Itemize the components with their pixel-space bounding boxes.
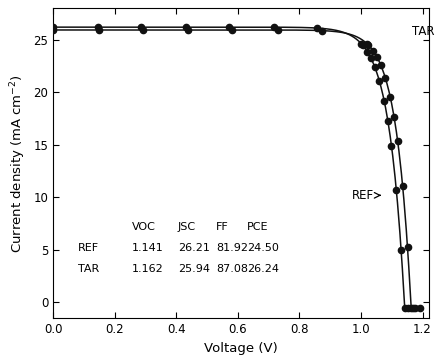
Text: TAR: TAR	[78, 264, 99, 274]
Text: PCE: PCE	[247, 222, 269, 232]
Text: 26.24: 26.24	[247, 264, 279, 274]
Text: 1.162: 1.162	[132, 264, 163, 274]
Y-axis label: Current density (mA cm$^{-2}$): Current density (mA cm$^{-2}$)	[8, 74, 28, 253]
Text: JSC: JSC	[178, 222, 196, 232]
Text: 87.08: 87.08	[216, 264, 248, 274]
Text: 81.92: 81.92	[216, 243, 248, 253]
Text: TAR: TAR	[412, 25, 434, 38]
Text: REF: REF	[352, 189, 380, 202]
X-axis label: Voltage (V): Voltage (V)	[204, 342, 278, 355]
Text: 24.50: 24.50	[247, 243, 279, 253]
Text: VOC: VOC	[132, 222, 155, 232]
Text: REF: REF	[78, 243, 99, 253]
Text: 1.141: 1.141	[132, 243, 163, 253]
Text: 26.21: 26.21	[178, 243, 210, 253]
Text: FF: FF	[216, 222, 229, 232]
Text: 25.94: 25.94	[178, 264, 210, 274]
